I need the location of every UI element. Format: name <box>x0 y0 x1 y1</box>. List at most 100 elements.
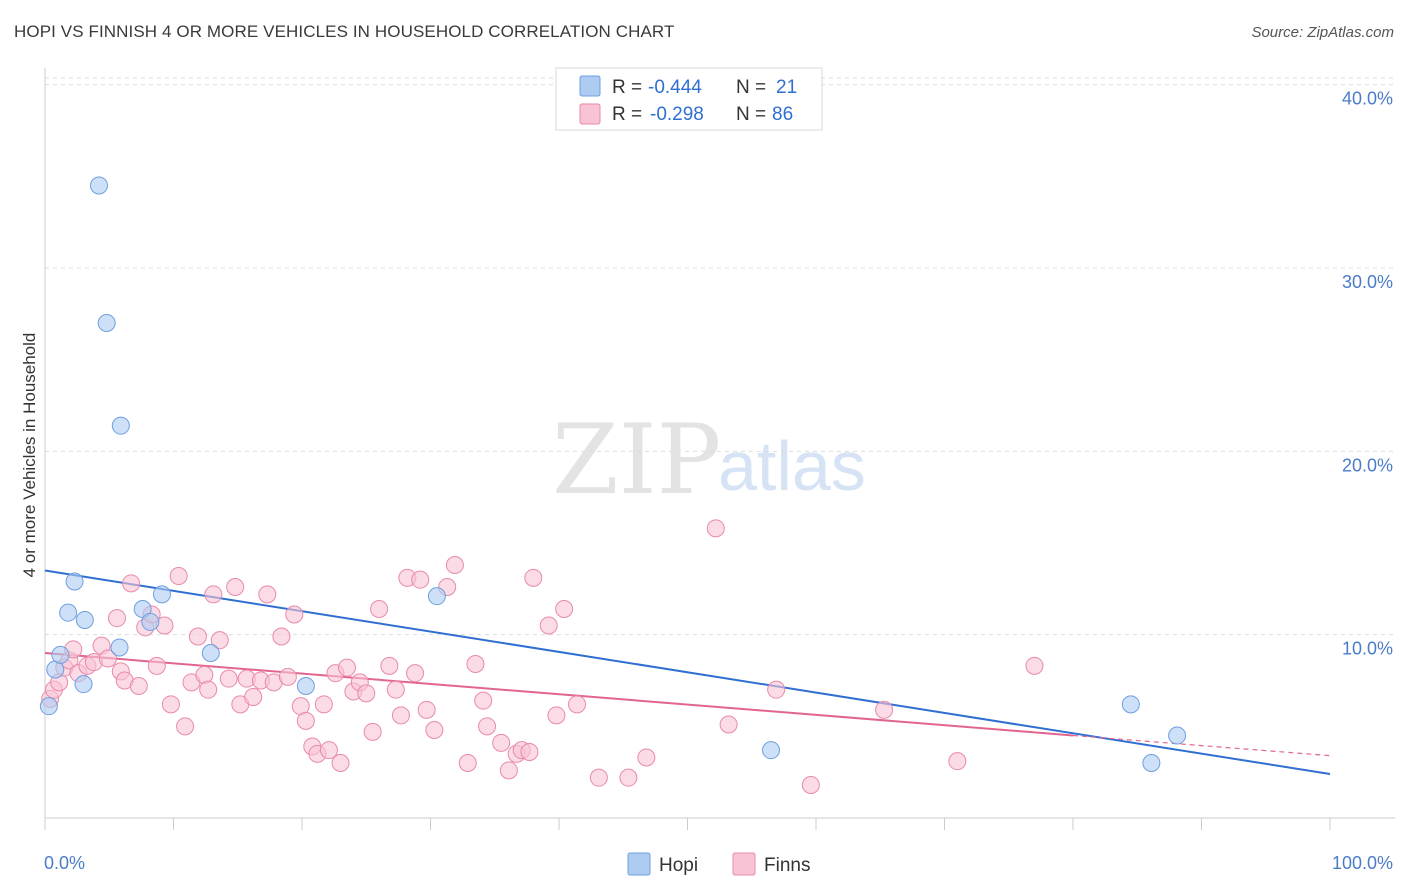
point-finns <box>875 700 894 719</box>
point-finns <box>244 688 263 706</box>
point-hopi <box>51 645 70 664</box>
y-tick-label: 20.0% <box>1342 455 1393 475</box>
point-finns <box>411 570 430 589</box>
data-points <box>39 176 1187 794</box>
x-tick-label-max: 100.0% <box>1332 853 1393 873</box>
point-finns <box>391 706 410 725</box>
point-hopi <box>296 677 315 695</box>
legend-hopi-r-label: R = <box>612 77 642 98</box>
point-hopi <box>74 675 93 694</box>
point-hopi <box>141 612 160 631</box>
point-finns <box>285 605 304 624</box>
point-finns <box>331 754 350 772</box>
bottom-legend: Hopi Finns <box>627 852 810 876</box>
point-finns <box>386 680 405 699</box>
point-finns <box>458 754 477 772</box>
point-finns <box>210 631 229 650</box>
point-finns <box>425 721 444 739</box>
legend: R = -0.444 N = 21 R = -0.298 N = 86 <box>555 67 823 131</box>
point-finns <box>363 722 382 741</box>
y-axis-label: 4 or more Vehicles in Household <box>20 333 39 578</box>
watermark-atlas: atlas <box>718 427 866 505</box>
point-finns <box>492 733 511 752</box>
point-finns <box>445 556 464 574</box>
point-finns <box>98 649 117 668</box>
trend-line-extension-finns <box>1072 734 1331 757</box>
point-finns <box>176 717 195 736</box>
point-finns <box>258 585 277 604</box>
point-hopi <box>65 572 84 591</box>
legend-hopi-n-value: 21 <box>776 77 797 98</box>
point-hopi <box>1121 695 1140 714</box>
point-finns <box>204 585 223 604</box>
point-hopi <box>201 644 220 662</box>
point-finns <box>188 627 207 646</box>
point-finns <box>370 600 389 618</box>
point-finns <box>319 741 338 760</box>
bottom-legend-swatch-finns <box>732 852 756 876</box>
trend-lines <box>44 569 1331 775</box>
y-tick-labels: 10.0% 20.0% 30.0% 40.0% <box>1342 89 1393 659</box>
point-finns <box>107 609 126 628</box>
point-hopi <box>762 741 781 760</box>
point-finns <box>1025 656 1044 675</box>
chart-title: HOPI VS FINNISH 4 OR MORE VEHICLES IN HO… <box>14 22 675 41</box>
bottom-legend-hopi: Hopi <box>659 855 698 876</box>
point-hopi <box>111 416 130 435</box>
gridlines <box>45 77 1395 636</box>
legend-swatch-hopi <box>579 75 601 97</box>
trend-line-hopi <box>44 569 1331 775</box>
point-finns <box>199 680 218 699</box>
point-hopi <box>110 638 129 657</box>
point-finns <box>147 656 166 675</box>
point-hopi <box>39 697 58 716</box>
x-tick-label-min: 0.0% <box>44 853 85 873</box>
point-finns <box>417 700 436 719</box>
point-finns <box>555 600 574 618</box>
point-hopi <box>89 176 108 195</box>
point-finns <box>637 748 656 767</box>
point-finns <box>539 616 558 635</box>
point-finns <box>520 743 539 761</box>
point-finns <box>129 677 148 695</box>
point-finns <box>767 680 786 699</box>
legend-hopi-n-label: N = <box>736 77 766 98</box>
point-finns <box>406 664 425 683</box>
point-hopi <box>427 587 446 606</box>
legend-finns-n-label: N = <box>736 104 766 125</box>
point-hopi <box>97 314 116 332</box>
bottom-legend-swatch-hopi <box>627 852 651 876</box>
point-finns <box>337 658 356 677</box>
legend-finns-r-label: R = <box>612 104 642 125</box>
trend-line-finns <box>44 652 1074 737</box>
point-finns <box>122 574 141 593</box>
legend-finns-n-value: 86 <box>772 104 793 125</box>
point-finns <box>948 752 967 771</box>
source-label: Source: ZipAtlas.com <box>1251 24 1394 41</box>
bottom-legend-finns: Finns <box>764 855 810 876</box>
point-finns <box>380 656 399 675</box>
point-finns <box>296 711 315 730</box>
point-finns <box>547 706 566 725</box>
point-finns <box>474 691 493 710</box>
point-hopi <box>1142 754 1161 772</box>
point-hopi <box>59 603 78 622</box>
point-hopi <box>1168 726 1187 745</box>
point-finns <box>219 669 238 688</box>
legend-hopi-r-value: -0.444 <box>648 77 702 98</box>
point-finns <box>314 695 333 714</box>
y-tick-label: 40.0% <box>1342 89 1393 109</box>
point-finns <box>567 695 586 714</box>
point-finns <box>706 519 725 538</box>
legend-swatch-finns <box>579 103 601 125</box>
point-finns <box>589 768 608 787</box>
point-finns <box>524 568 543 587</box>
x-ticks <box>44 818 1331 830</box>
point-finns <box>478 717 497 736</box>
y-tick-label: 10.0% <box>1342 639 1393 659</box>
point-finns <box>466 655 485 673</box>
point-finns <box>226 578 245 596</box>
point-finns <box>161 695 180 714</box>
point-finns <box>278 667 297 686</box>
y-tick-label: 30.0% <box>1342 272 1393 292</box>
